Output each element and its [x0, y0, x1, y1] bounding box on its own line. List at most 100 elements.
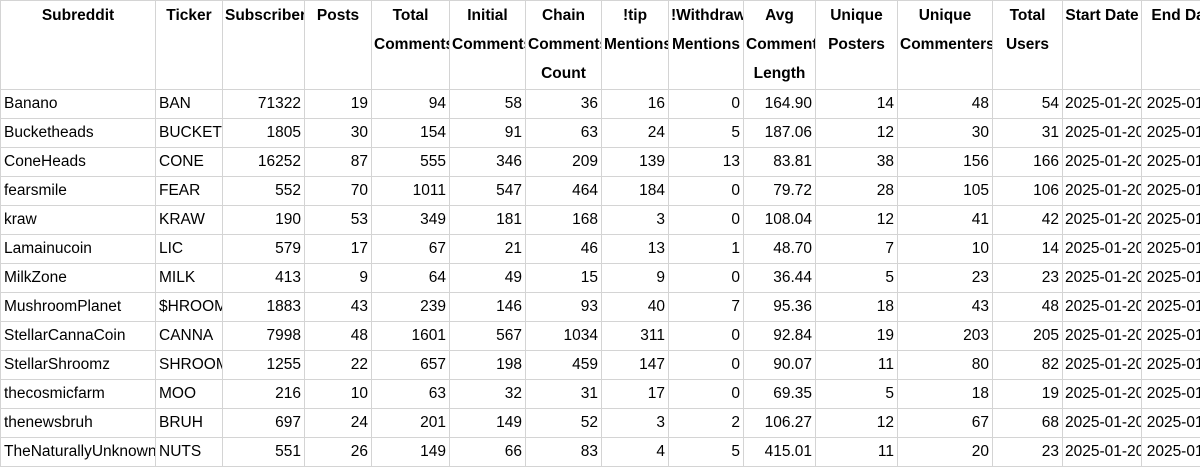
cell-avg-comment-length[interactable]: 108.04 [743, 205, 816, 235]
cell-subscribers[interactable]: 190 [222, 205, 305, 235]
cell-unique-commenters[interactable]: 30 [897, 118, 993, 148]
cell-subscribers[interactable]: 1805 [222, 118, 305, 148]
cell-end-date[interactable]: 2025-01-26 [1141, 147, 1200, 177]
cell-avg-comment-length[interactable]: 106.27 [743, 408, 816, 438]
cell-subscribers[interactable]: 16252 [222, 147, 305, 177]
cell-total-comments[interactable]: 1011 [371, 176, 450, 206]
cell-tip-mentions[interactable]: 139 [601, 147, 669, 177]
cell-subscribers[interactable]: 697 [222, 408, 305, 438]
cell-unique-posters[interactable]: 12 [815, 205, 898, 235]
cell-avg-comment-length[interactable]: 90.07 [743, 350, 816, 380]
cell-end-date[interactable]: 2025-01-26 [1141, 234, 1200, 264]
cell-tip-mentions[interactable]: 16 [601, 89, 669, 119]
cell-total-users[interactable]: 54 [992, 89, 1063, 119]
cell-subscribers[interactable]: 413 [222, 263, 305, 293]
cell-tip-mentions[interactable]: 184 [601, 176, 669, 206]
cell-chain-comments-count[interactable]: 1034 [525, 321, 602, 351]
cell-end-date[interactable]: 2025-01-26 [1141, 379, 1200, 409]
cell-subreddit[interactable]: MushroomPlanet [0, 292, 156, 322]
column-header-total-users[interactable]: Total Users [992, 0, 1063, 90]
cell-chain-comments-count[interactable]: 52 [525, 408, 602, 438]
cell-unique-commenters[interactable]: 43 [897, 292, 993, 322]
cell-start-date[interactable]: 2025-01-20 [1062, 234, 1142, 264]
cell-avg-comment-length[interactable]: 48.70 [743, 234, 816, 264]
cell-start-date[interactable]: 2025-01-20 [1062, 408, 1142, 438]
cell-subreddit[interactable]: MilkZone [0, 263, 156, 293]
cell-posts[interactable]: 48 [304, 321, 372, 351]
cell-chain-comments-count[interactable]: 31 [525, 379, 602, 409]
cell-avg-comment-length[interactable]: 187.06 [743, 118, 816, 148]
cell-unique-posters[interactable]: 12 [815, 408, 898, 438]
column-header-ticker[interactable]: Ticker [155, 0, 223, 90]
cell-end-date[interactable]: 2025-01-26 [1141, 118, 1200, 148]
cell-unique-commenters[interactable]: 48 [897, 89, 993, 119]
cell-total-users[interactable]: 23 [992, 437, 1063, 467]
cell-end-date[interactable]: 2025-01-26 [1141, 263, 1200, 293]
cell-avg-comment-length[interactable]: 415.01 [743, 437, 816, 467]
cell-tip-mentions[interactable]: 311 [601, 321, 669, 351]
cell-tip-mentions[interactable]: 24 [601, 118, 669, 148]
cell-unique-commenters[interactable]: 80 [897, 350, 993, 380]
cell-unique-commenters[interactable]: 105 [897, 176, 993, 206]
cell-chain-comments-count[interactable]: 83 [525, 437, 602, 467]
cell-chain-comments-count[interactable]: 464 [525, 176, 602, 206]
cell-withdraw-mentions[interactable]: 0 [668, 176, 744, 206]
cell-start-date[interactable]: 2025-01-20 [1062, 176, 1142, 206]
cell-start-date[interactable]: 2025-01-20 [1062, 205, 1142, 235]
cell-unique-posters[interactable]: 18 [815, 292, 898, 322]
cell-initial-comments[interactable]: 346 [449, 147, 526, 177]
cell-initial-comments[interactable]: 66 [449, 437, 526, 467]
cell-chain-comments-count[interactable]: 63 [525, 118, 602, 148]
cell-start-date[interactable]: 2025-01-20 [1062, 263, 1142, 293]
cell-unique-posters[interactable]: 11 [815, 437, 898, 467]
cell-subscribers[interactable]: 579 [222, 234, 305, 264]
cell-subscribers[interactable]: 551 [222, 437, 305, 467]
cell-unique-commenters[interactable]: 203 [897, 321, 993, 351]
cell-chain-comments-count[interactable]: 209 [525, 147, 602, 177]
cell-ticker[interactable]: MOO [155, 379, 223, 409]
cell-subreddit[interactable]: TheNaturallyUnknown [0, 437, 156, 467]
cell-posts[interactable]: 26 [304, 437, 372, 467]
cell-chain-comments-count[interactable]: 36 [525, 89, 602, 119]
cell-total-comments[interactable]: 63 [371, 379, 450, 409]
cell-unique-posters[interactable]: 38 [815, 147, 898, 177]
cell-withdraw-mentions[interactable]: 0 [668, 379, 744, 409]
cell-start-date[interactable]: 2025-01-20 [1062, 321, 1142, 351]
cell-unique-commenters[interactable]: 41 [897, 205, 993, 235]
cell-unique-posters[interactable]: 5 [815, 263, 898, 293]
cell-ticker[interactable]: LIC [155, 234, 223, 264]
cell-unique-posters[interactable]: 7 [815, 234, 898, 264]
cell-end-date[interactable]: 2025-01-26 [1141, 292, 1200, 322]
cell-subscribers[interactable]: 7998 [222, 321, 305, 351]
cell-total-comments[interactable]: 657 [371, 350, 450, 380]
cell-ticker[interactable]: MILK [155, 263, 223, 293]
cell-unique-commenters[interactable]: 23 [897, 263, 993, 293]
cell-subreddit[interactable]: thenewsbruh [0, 408, 156, 438]
cell-unique-commenters[interactable]: 156 [897, 147, 993, 177]
cell-tip-mentions[interactable]: 4 [601, 437, 669, 467]
column-header-unique-posters[interactable]: Unique Posters [815, 0, 898, 90]
cell-unique-posters[interactable]: 5 [815, 379, 898, 409]
cell-tip-mentions[interactable]: 17 [601, 379, 669, 409]
cell-initial-comments[interactable]: 149 [449, 408, 526, 438]
column-header-initial-comments[interactable]: Initial Comments [449, 0, 526, 90]
cell-unique-commenters[interactable]: 18 [897, 379, 993, 409]
column-header-start-date[interactable]: Start Date [1062, 0, 1142, 90]
cell-posts[interactable]: 24 [304, 408, 372, 438]
cell-initial-comments[interactable]: 58 [449, 89, 526, 119]
cell-subreddit[interactable]: kraw [0, 205, 156, 235]
cell-posts[interactable]: 30 [304, 118, 372, 148]
cell-total-comments[interactable]: 239 [371, 292, 450, 322]
cell-avg-comment-length[interactable]: 36.44 [743, 263, 816, 293]
cell-chain-comments-count[interactable]: 15 [525, 263, 602, 293]
cell-total-users[interactable]: 23 [992, 263, 1063, 293]
cell-subreddit[interactable]: Bucketheads [0, 118, 156, 148]
cell-ticker[interactable]: BUCKET [155, 118, 223, 148]
cell-total-users[interactable]: 14 [992, 234, 1063, 264]
cell-avg-comment-length[interactable]: 83.81 [743, 147, 816, 177]
column-header-unique-commenters[interactable]: Unique Commenters [897, 0, 993, 90]
cell-subreddit[interactable]: fearsmile [0, 176, 156, 206]
cell-initial-comments[interactable]: 49 [449, 263, 526, 293]
cell-withdraw-mentions[interactable]: 0 [668, 205, 744, 235]
cell-initial-comments[interactable]: 91 [449, 118, 526, 148]
